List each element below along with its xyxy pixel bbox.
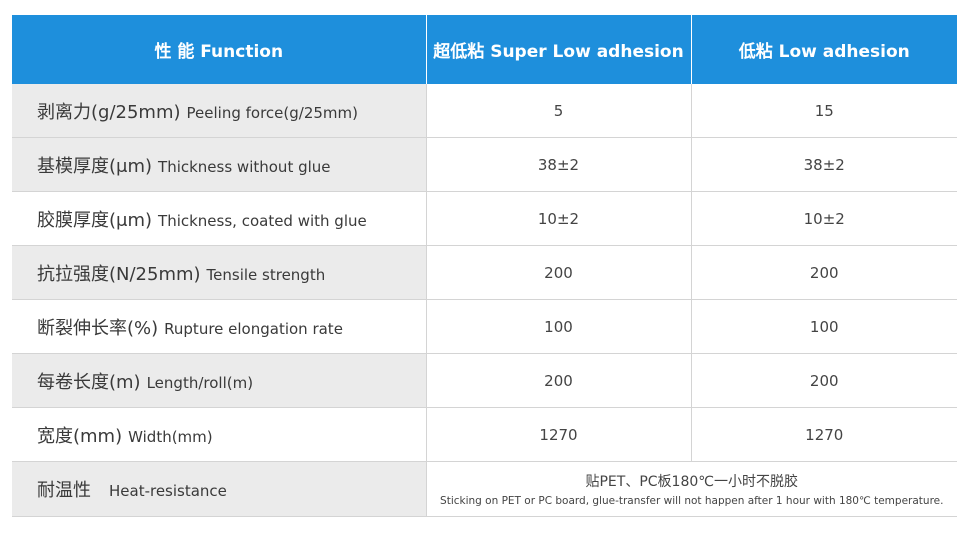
property-name: 断裂伸长率(%) Rupture elongation rate xyxy=(12,299,427,354)
heat-resistance-value: 贴PET、PC板180℃一小时不脱胶 Sticking on PET or PC… xyxy=(426,461,957,517)
property-name-en: Tensile strength xyxy=(206,265,326,284)
table-row: 每卷长度(m) Length/roll(m) 200 200 xyxy=(12,353,957,408)
table-row: 断裂伸长率(%) Rupture elongation rate 100 100 xyxy=(12,299,957,354)
property-name-cn: 耐温性 xyxy=(37,480,91,501)
property-name-cn: 剥离力(g/25mm) xyxy=(37,101,181,123)
header-low-adhesion: 低粘 Low adhesion xyxy=(691,15,957,84)
super-low-value: 200 xyxy=(426,353,692,408)
low-value: 200 xyxy=(691,245,957,300)
property-name: 抗拉强度(N/25mm) Tensile strength xyxy=(12,245,427,300)
property-name: 耐温性 Heat-resistance xyxy=(12,461,427,517)
property-name: 基模厚度(μm) Thickness without glue xyxy=(12,137,427,192)
spec-table: 性 能 Function 超低粘 Super Low adhesion 低粘 L… xyxy=(12,15,957,517)
property-name-en: Peeling force(g/25mm) xyxy=(186,103,358,122)
super-low-value: 200 xyxy=(426,245,692,300)
property-name-en: Thickness, coated with glue xyxy=(158,211,367,230)
super-low-value: 10±2 xyxy=(426,191,692,246)
property-name-en: Thickness without glue xyxy=(158,157,331,176)
low-value: 200 xyxy=(691,353,957,408)
property-name: 每卷长度(m) Length/roll(m) xyxy=(12,353,427,408)
property-name-cn: 断裂伸长率(%) xyxy=(37,317,159,339)
header-super-low-adhesion: 超低粘 Super Low adhesion xyxy=(426,15,692,84)
table-row: 抗拉强度(N/25mm) Tensile strength 200 200 xyxy=(12,245,957,300)
header-row: 性 能 Function 超低粘 Super Low adhesion 低粘 L… xyxy=(12,15,957,84)
property-name: 宽度(mm) Width(mm) xyxy=(12,407,427,462)
table-row: 宽度(mm) Width(mm) 1270 1270 xyxy=(12,407,957,462)
property-name-cn: 胶膜厚度(μm) xyxy=(37,209,153,231)
property-name-en: Rupture elongation rate xyxy=(164,319,343,338)
property-name-en: Length/roll(m) xyxy=(146,373,254,392)
property-name-en: Heat-resistance xyxy=(109,482,227,500)
super-low-value: 38±2 xyxy=(426,137,692,192)
heat-resistance-value-en: Sticking on PET or PC board, glue-transf… xyxy=(440,495,944,507)
table-row: 胶膜厚度(μm) Thickness, coated with glue 10±2… xyxy=(12,191,957,246)
low-value: 38±2 xyxy=(691,137,957,192)
super-low-value: 100 xyxy=(426,299,692,354)
property-name-cn: 抗拉强度(N/25mm) xyxy=(37,263,201,285)
heat-resistance-value-cn: 贴PET、PC板180℃一小时不脱胶 xyxy=(585,474,798,490)
property-name-cn: 宽度(mm) xyxy=(37,425,123,447)
low-value: 1270 xyxy=(691,407,957,462)
super-low-value: 5 xyxy=(426,84,692,138)
table-row: 剥离力(g/25mm) Peeling force(g/25mm) 5 15 xyxy=(12,84,957,138)
low-value: 10±2 xyxy=(691,191,957,246)
property-name-cn: 基模厚度(μm) xyxy=(37,155,153,177)
table-row-heat-resistance: 耐温性 Heat-resistance 贴PET、PC板180℃一小时不脱胶 St… xyxy=(12,461,957,517)
property-name: 胶膜厚度(μm) Thickness, coated with glue xyxy=(12,191,427,246)
super-low-value: 1270 xyxy=(426,407,692,462)
low-value: 100 xyxy=(691,299,957,354)
property-name-cn: 每卷长度(m) xyxy=(37,371,141,393)
property-name-en: Width(mm) xyxy=(128,427,213,446)
header-function: 性 能 Function xyxy=(12,15,427,84)
table-row: 基模厚度(μm) Thickness without glue 38±2 38±2 xyxy=(12,137,957,192)
low-value: 15 xyxy=(691,84,957,138)
property-name: 剥离力(g/25mm) Peeling force(g/25mm) xyxy=(12,84,427,138)
